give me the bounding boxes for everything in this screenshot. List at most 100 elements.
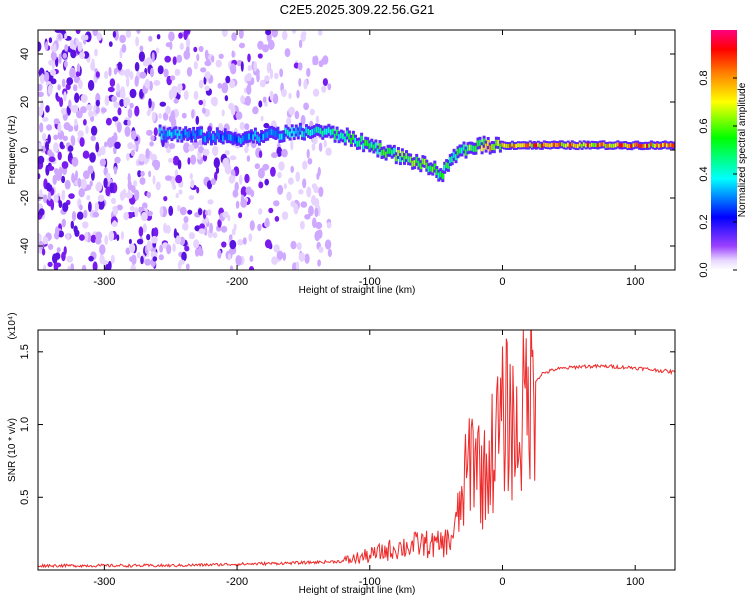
- noise-speckle: [249, 220, 255, 231]
- noise-speckle: [244, 173, 250, 184]
- signal-cell: [451, 156, 454, 163]
- noise-speckle: [312, 88, 320, 97]
- noise-speckle: [63, 91, 67, 102]
- snr-frame: [37, 329, 676, 571]
- noise-speckle: [104, 95, 110, 106]
- noise-speckle: [38, 41, 42, 52]
- noise-speckle: [288, 92, 292, 99]
- signal-cell: [214, 135, 217, 142]
- noise-speckle: [38, 83, 43, 92]
- figure-title: C2E5.2025.309.22.56.G21: [280, 2, 435, 17]
- signal-cell: [358, 140, 361, 147]
- signal-cell: [586, 142, 590, 147]
- noise-speckle: [267, 39, 275, 50]
- signal-cell: [401, 151, 404, 158]
- noise-speckle: [38, 208, 45, 216]
- noise-speckle: [58, 166, 63, 177]
- noise-speckle: [252, 106, 259, 115]
- noise-speckle: [78, 79, 83, 90]
- noise-speckle: [177, 205, 181, 212]
- signal-cell: [620, 143, 624, 148]
- signal-cell: [208, 131, 211, 138]
- noise-speckle: [246, 84, 252, 95]
- noise-speckle: [79, 204, 83, 211]
- signal-cell: [286, 129, 290, 136]
- noise-speckle: [120, 231, 124, 240]
- signal-cell: [282, 133, 286, 140]
- signal-cell: [317, 127, 320, 133]
- noise-speckle: [198, 228, 206, 235]
- signal-cell: [559, 142, 562, 147]
- noise-speckle: [301, 31, 307, 37]
- noise-speckle: [133, 180, 138, 187]
- noise-speckle: [39, 122, 44, 133]
- signal-cell: [224, 131, 227, 138]
- noise-speckle: [162, 112, 169, 121]
- signal-cell: [561, 142, 564, 147]
- signal-cell: [399, 156, 402, 163]
- noise-speckle: [240, 61, 244, 72]
- noise-speckle: [245, 186, 252, 195]
- noise-speckle: [175, 174, 183, 184]
- noise-speckle: [110, 254, 115, 264]
- noise-speckle: [175, 193, 179, 199]
- signal-cell: [246, 134, 249, 141]
- signal-cell: [393, 147, 396, 154]
- signal-cell: [258, 136, 261, 143]
- noise-speckle: [153, 127, 158, 137]
- noise-speckle: [247, 53, 251, 63]
- noise-speckle: [221, 241, 227, 248]
- noise-speckle: [53, 194, 59, 203]
- noise-speckle: [64, 33, 68, 40]
- signal-cell: [656, 143, 659, 148]
- noise-speckle: [130, 185, 136, 193]
- noise-speckle: [246, 155, 251, 162]
- noise-speckle: [68, 193, 75, 200]
- noise-speckle: [259, 79, 266, 88]
- snr-y-tick-label: 1.5: [19, 344, 31, 359]
- noise-speckle: [52, 174, 57, 185]
- noise-speckle: [195, 248, 199, 257]
- noise-speckle: [193, 90, 199, 100]
- noise-speckle: [139, 177, 146, 185]
- signal-cell: [630, 144, 633, 149]
- signal-cell: [487, 140, 490, 146]
- noise-speckle: [105, 186, 111, 197]
- noise-speckle: [203, 226, 208, 236]
- noise-speckle: [322, 78, 328, 87]
- noise-speckle: [230, 63, 236, 74]
- signal-cell: [210, 136, 213, 143]
- noise-speckle: [213, 157, 220, 169]
- noise-speckle: [127, 108, 133, 119]
- signal-cell: [248, 133, 251, 140]
- noise-speckle: [148, 35, 153, 42]
- noise-speckle: [309, 108, 315, 116]
- noise-speckle: [127, 180, 132, 191]
- signal-cell: [200, 129, 203, 136]
- noise-speckle: [179, 206, 187, 216]
- noise-speckle: [134, 61, 140, 72]
- signal-cell: [166, 130, 170, 137]
- noise-speckle: [171, 110, 175, 117]
- signal-cell: [264, 132, 267, 139]
- noise-speckle: [116, 204, 123, 211]
- noise-speckle: [108, 230, 115, 242]
- noise-speckle: [97, 199, 105, 210]
- noise-speckle: [142, 223, 147, 233]
- noise-speckle: [238, 42, 246, 49]
- noise-speckle: [193, 239, 200, 249]
- spectrogram-x-tick-label: -200: [226, 276, 248, 288]
- signal-cell: [644, 143, 647, 148]
- signal-cell: [374, 142, 378, 149]
- colorbar-gradient: [711, 30, 737, 270]
- signal-cell: [204, 136, 207, 143]
- signal-cell: [331, 128, 335, 135]
- noise-speckle: [265, 30, 272, 36]
- signal-cell: [636, 142, 639, 147]
- signal-cell: [608, 143, 612, 148]
- noise-speckle: [62, 202, 69, 213]
- noise-speckle: [44, 41, 49, 51]
- noise-speckle: [176, 54, 183, 63]
- noise-speckle: [71, 211, 77, 222]
